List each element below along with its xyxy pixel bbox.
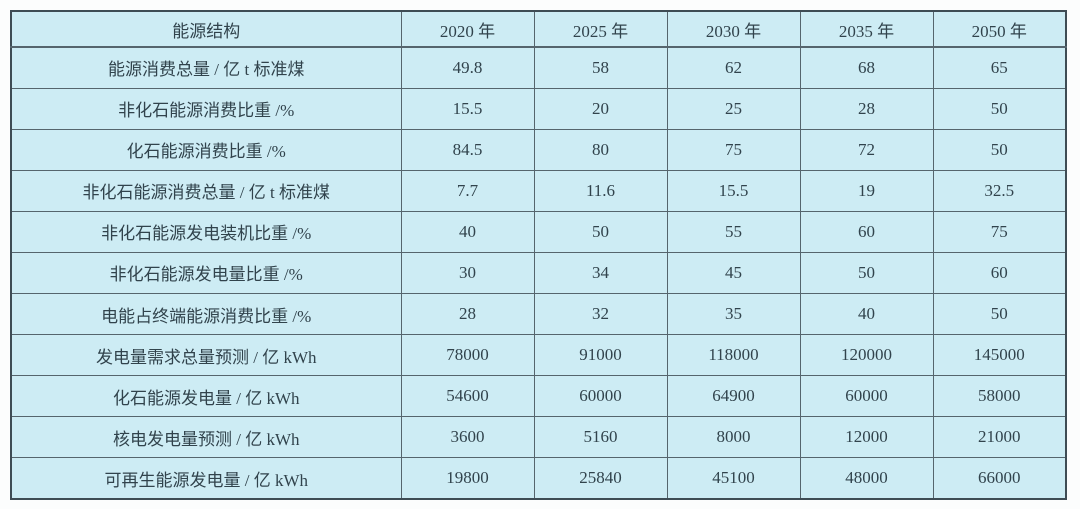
- value-cell: 45: [666, 251, 801, 294]
- value-cell: 25: [666, 87, 801, 130]
- value-cell: 118000: [666, 334, 801, 377]
- value-cell: 75: [932, 210, 1067, 253]
- table-row: 非化石能源发电量比重 /% 30 34 45 50 60: [10, 251, 1067, 294]
- table-row: 非化石能源发电装机比重 /% 40 50 55 60 75: [10, 210, 1067, 253]
- value-cell: 58000: [932, 375, 1067, 418]
- value-cell: 40: [799, 292, 934, 336]
- value-cell: 25840: [533, 457, 668, 500]
- value-cell: 19800: [400, 457, 535, 500]
- table-row: 非化石能源消费总量 / 亿 t 标准煤 7.7 11.6 15.5 19 32.5: [10, 169, 1067, 212]
- row-label: 电能占终端能源消费比重 /%: [10, 292, 402, 336]
- row-label: 非化石能源发电装机比重 /%: [10, 210, 402, 253]
- row-label: 可再生能源发电量 / 亿 kWh: [10, 457, 402, 500]
- value-cell: 62: [666, 46, 801, 89]
- year-column-header: 2025 年: [533, 10, 668, 48]
- value-cell: 40: [400, 210, 535, 253]
- value-cell: 91000: [533, 334, 668, 377]
- table-corner-header: 能源结构: [10, 10, 402, 48]
- value-cell: 20: [533, 87, 668, 130]
- value-cell: 21000: [932, 416, 1067, 459]
- row-label: 化石能源消费比重 /%: [10, 128, 402, 171]
- value-cell: 58: [533, 46, 668, 89]
- value-cell: 35: [666, 292, 801, 336]
- value-cell: 84.5: [400, 128, 535, 171]
- year-column-header: 2035 年: [799, 10, 934, 48]
- value-cell: 60000: [799, 375, 934, 418]
- value-cell: 8000: [666, 416, 801, 459]
- value-cell: 68: [799, 46, 934, 89]
- value-cell: 60000: [533, 375, 668, 418]
- table-row: 化石能源发电量 / 亿 kWh 54600 60000 64900 60000 58000: [10, 375, 1067, 418]
- row-label: 化石能源发电量 / 亿 kWh: [10, 375, 402, 418]
- value-cell: 50: [533, 210, 668, 253]
- header-row: 能源结构 2020 年 2025 年 2030 年 2035 年 2050 年: [10, 10, 1067, 48]
- value-cell: 50: [932, 128, 1067, 171]
- row-label: 能源消费总量 / 亿 t 标准煤: [10, 46, 402, 89]
- value-cell: 45100: [666, 457, 801, 500]
- value-cell: 50: [932, 87, 1067, 130]
- value-cell: 3600: [400, 416, 535, 459]
- year-column-header: 2030 年: [666, 10, 801, 48]
- value-cell: 80: [533, 128, 668, 171]
- row-label: 发电量需求总量预测 / 亿 kWh: [10, 334, 402, 377]
- value-cell: 11.6: [533, 169, 668, 212]
- value-cell: 75: [666, 128, 801, 171]
- table-row: 可再生能源发电量 / 亿 kWh 19800 25840 45100 48000 6600…: [10, 457, 1067, 500]
- table-row: 能源消费总量 / 亿 t 标准煤 49.8 58 62 68 65: [10, 46, 1067, 89]
- value-cell: 66000: [932, 457, 1067, 500]
- value-cell: 72: [799, 128, 934, 171]
- value-cell: 15.5: [666, 169, 801, 212]
- table-row: 电能占终端能源消费比重 /% 28 32 35 40 50: [10, 292, 1067, 336]
- row-label: 非化石能源消费总量 / 亿 t 标准煤: [10, 169, 402, 212]
- table-row: 发电量需求总量预测 / 亿 kWh 78000 91000 118000 120000 1…: [10, 334, 1067, 377]
- table-row: 核电发电量预测 / 亿 kWh 3600 5160 8000 12000 21000: [10, 416, 1067, 459]
- value-cell: 65: [932, 46, 1067, 89]
- value-cell: 12000: [799, 416, 934, 459]
- table-row: 化石能源消费比重 /% 84.5 80 75 72 50: [10, 128, 1067, 171]
- value-cell: 78000: [400, 334, 535, 377]
- value-cell: 34: [533, 251, 668, 294]
- value-cell: 54600: [400, 375, 535, 418]
- table-row: 非化石能源消费比重 /% 15.5 20 25 28 50: [10, 87, 1067, 130]
- energy-structure-table: 能源结构 2020 年 2025 年 2030 年 2035 年 2050 年 能源消费总…: [10, 10, 1067, 500]
- value-cell: 55: [666, 210, 801, 253]
- value-cell: 50: [932, 292, 1067, 336]
- value-cell: 60: [799, 210, 934, 253]
- value-cell: 49.8: [400, 46, 535, 89]
- row-label: 非化石能源发电量比重 /%: [10, 251, 402, 294]
- value-cell: 32.5: [932, 169, 1067, 212]
- value-cell: 15.5: [400, 87, 535, 130]
- value-cell: 60: [932, 251, 1067, 294]
- year-column-header: 2050 年: [932, 10, 1067, 48]
- value-cell: 19: [799, 169, 934, 212]
- table-header: 能源结构 2020 年 2025 年 2030 年 2035 年 2050 年: [10, 10, 1067, 48]
- value-cell: 48000: [799, 457, 934, 500]
- value-cell: 145000: [932, 334, 1067, 377]
- table-body: 能源消费总量 / 亿 t 标准煤 49.8 58 62 68 65 非化石能源消费比重 /%…: [10, 46, 1067, 500]
- value-cell: 50: [799, 251, 934, 294]
- value-cell: 64900: [666, 375, 801, 418]
- value-cell: 32: [533, 292, 668, 336]
- value-cell: 28: [400, 292, 535, 336]
- value-cell: 28: [799, 87, 934, 130]
- row-label: 非化石能源消费比重 /%: [10, 87, 402, 130]
- row-label: 核电发电量预测 / 亿 kWh: [10, 416, 402, 459]
- value-cell: 30: [400, 251, 535, 294]
- value-cell: 5160: [533, 416, 668, 459]
- year-column-header: 2020 年: [400, 10, 535, 48]
- value-cell: 7.7: [400, 169, 535, 212]
- value-cell: 120000: [799, 334, 934, 377]
